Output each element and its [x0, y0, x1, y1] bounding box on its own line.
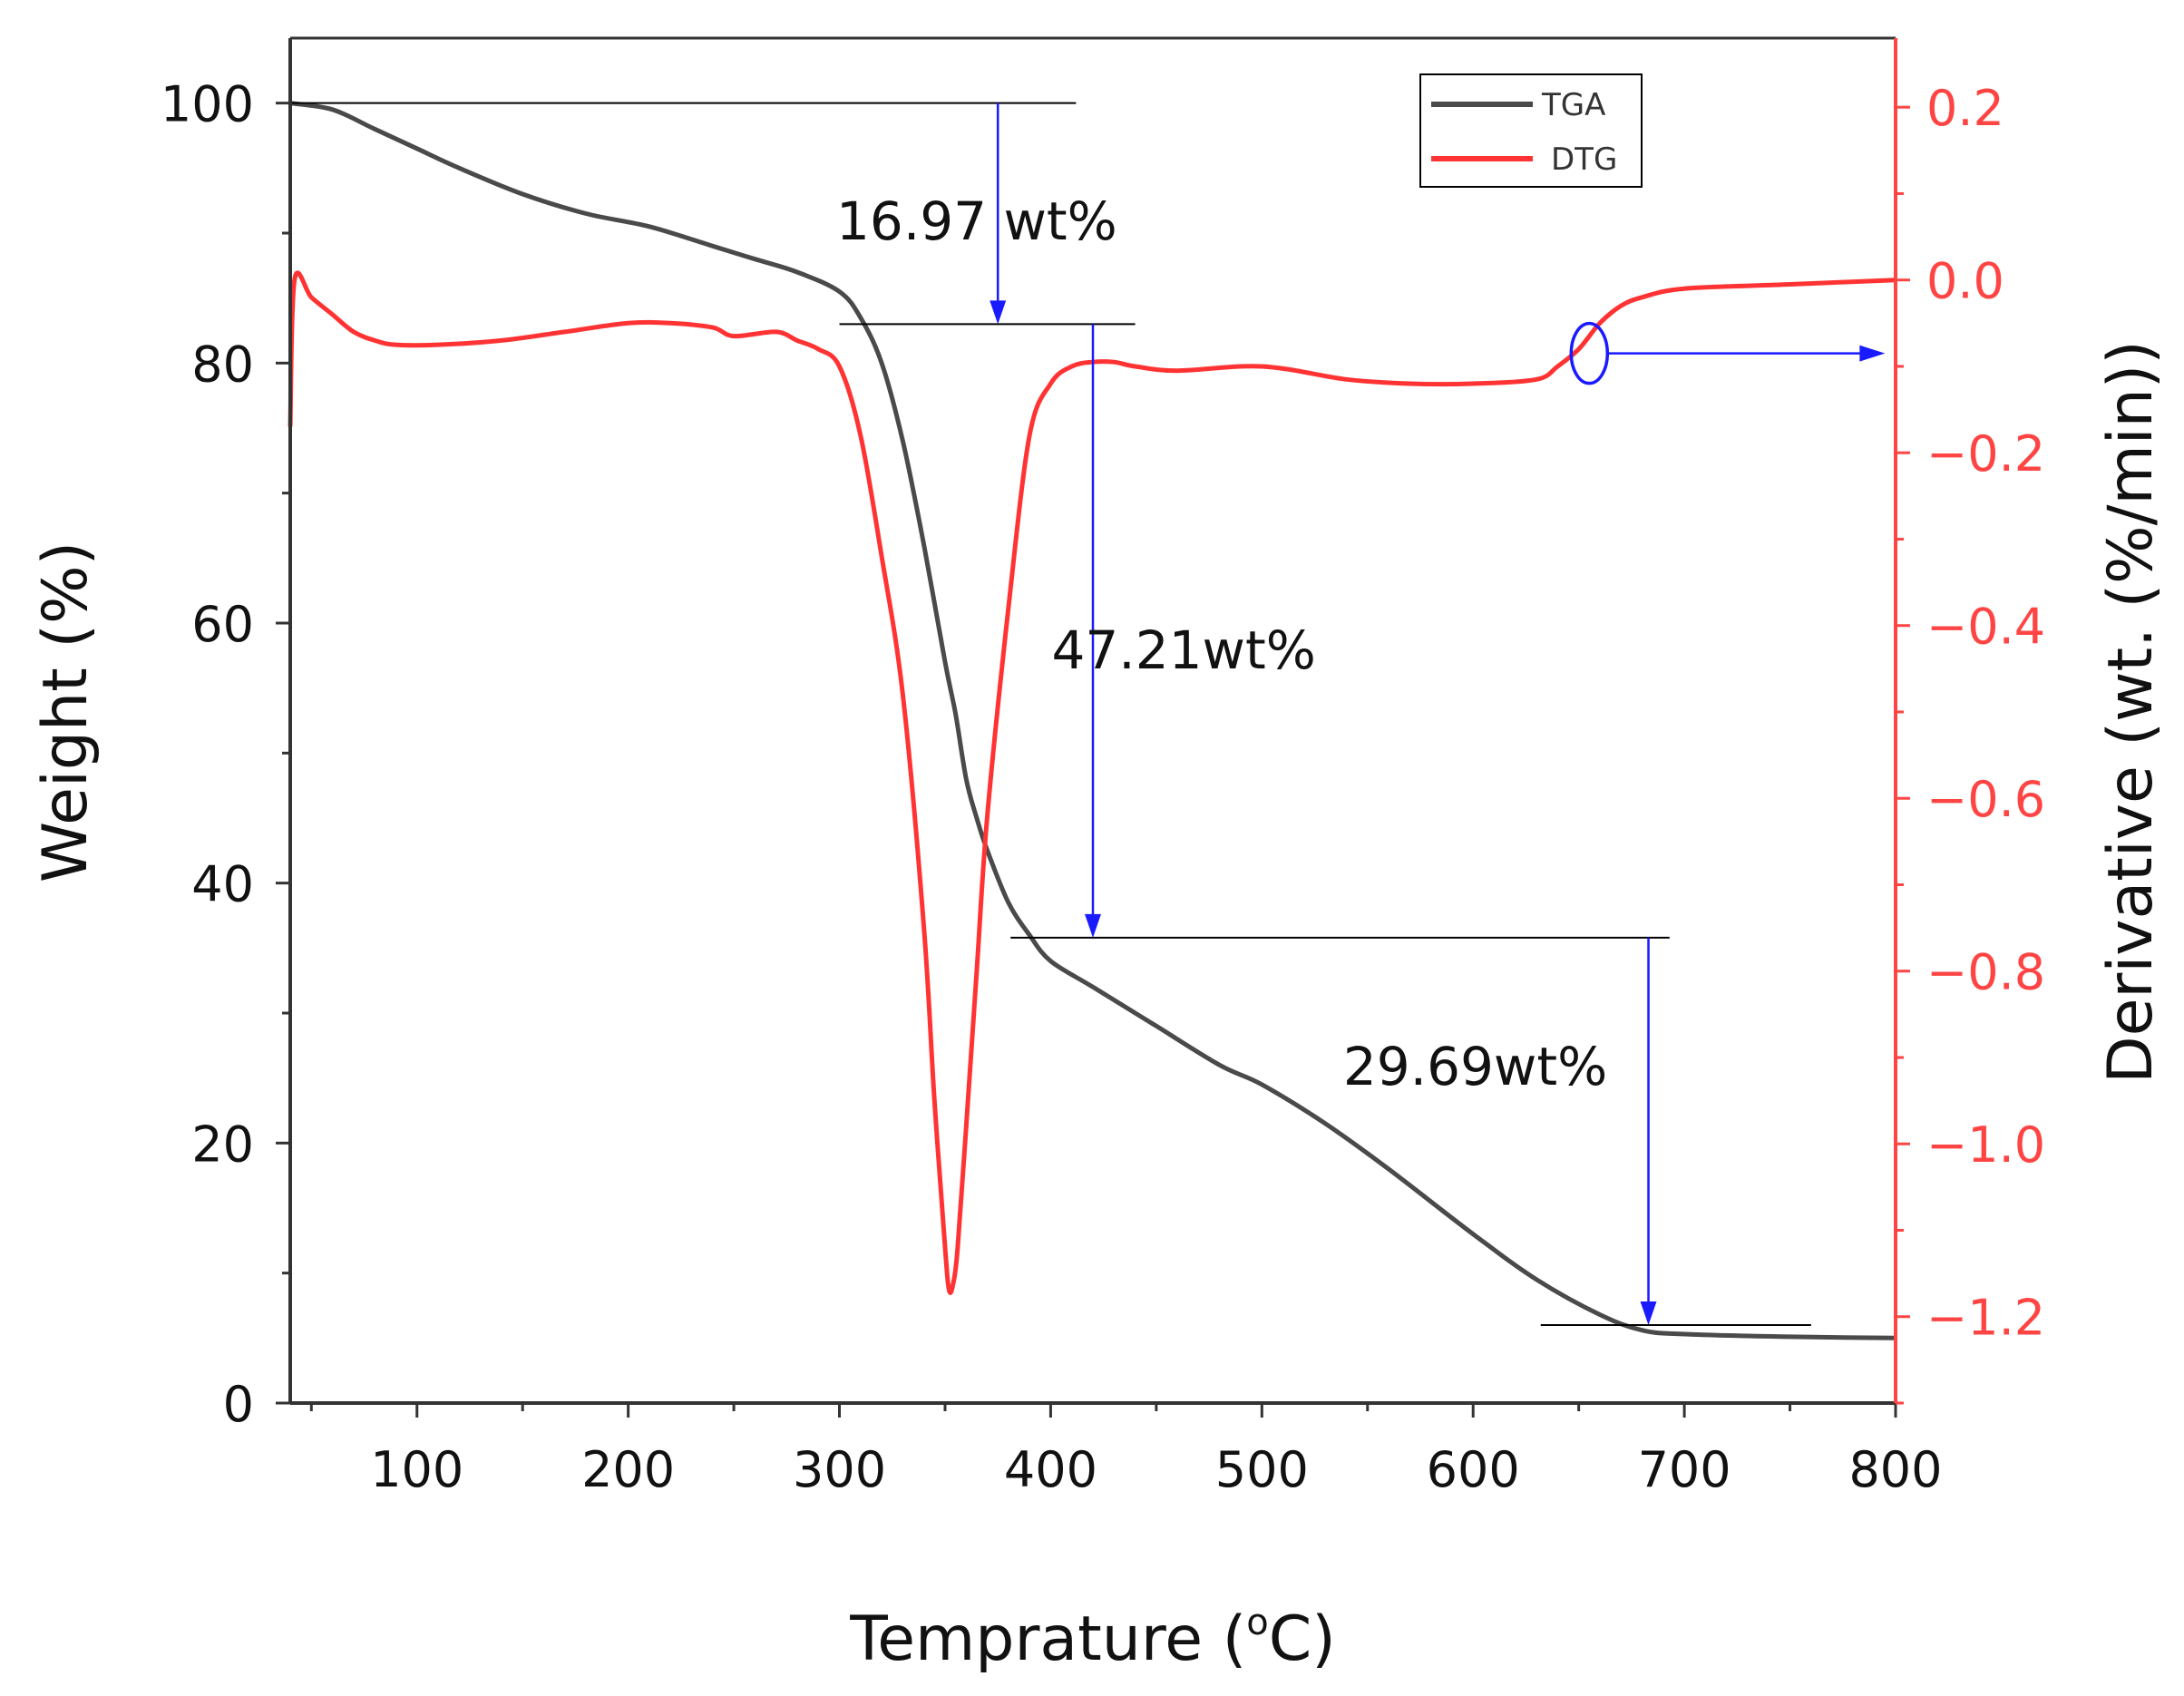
- dtg-axis-marker-arrow-head: [1859, 345, 1886, 362]
- x-axis-title: Temprature (oC): [849, 1602, 1336, 1675]
- x-axis-title-tail: C): [1269, 1603, 1336, 1675]
- legend: TGA DTG: [1419, 73, 1643, 188]
- arrow-step1-head: [990, 300, 1007, 325]
- x-tick-label: 800: [1848, 1441, 1942, 1498]
- y-axis-right-title: Derivative (wt. (%/min)): [2095, 340, 2167, 1084]
- legend-label-tga: TGA: [1541, 87, 1605, 123]
- series-line-tga: [289, 101, 1896, 1340]
- y-left-tick-label: 60: [191, 596, 254, 653]
- y-right-tick-label: −0.6: [1926, 771, 2045, 828]
- series-line-dtg: [288, 270, 1896, 1295]
- x-axis-title-superscript: o: [1246, 1602, 1268, 1643]
- x-tick-label: 100: [370, 1441, 463, 1498]
- annotation-label-step1: 16.97 wt%: [836, 190, 1117, 252]
- y-axis-left-title: Weight (%): [30, 541, 102, 882]
- x-axis-title-main: Temprature (: [849, 1603, 1246, 1675]
- y-right-tick-label: 0.2: [1926, 80, 2004, 137]
- x-tick-label: 700: [1638, 1441, 1731, 1498]
- annotation-label-step2: 47.21wt%: [1051, 619, 1315, 681]
- x-tick-label: 300: [793, 1441, 886, 1498]
- x-tick-label: 500: [1215, 1441, 1309, 1498]
- y-right-tick-label: −0.2: [1926, 425, 2045, 482]
- x-tick-label: 600: [1427, 1441, 1520, 1498]
- arrow-step2-head: [1085, 913, 1101, 938]
- y-right-tick-label: −0.4: [1926, 599, 2045, 656]
- y-left-tick-label: 20: [191, 1116, 254, 1173]
- arrow-step3-head: [1640, 1301, 1657, 1325]
- y-right-tick-label: 0.0: [1926, 253, 2004, 310]
- x-tick-label: 200: [581, 1441, 675, 1498]
- y-right-tick-label: −1.2: [1926, 1290, 2045, 1347]
- y-left-tick-label: 80: [191, 336, 254, 393]
- y-left-tick-label: 40: [191, 856, 254, 913]
- y-left-tick-label: 100: [161, 76, 254, 133]
- legend-box: [1419, 73, 1643, 188]
- x-tick-label: 400: [1004, 1441, 1097, 1498]
- y-right-tick-label: −1.0: [1926, 1116, 2045, 1174]
- legend-label-dtg: DTG: [1551, 141, 1617, 178]
- annotation-label-step3: 29.69wt%: [1343, 1036, 1607, 1097]
- y-left-tick-label: 0: [223, 1376, 254, 1433]
- y-right-tick-label: −0.8: [1926, 944, 2045, 1001]
